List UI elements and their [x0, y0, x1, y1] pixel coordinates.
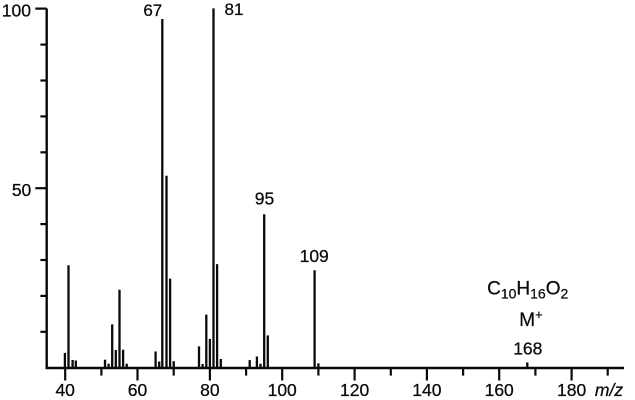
svg-text:81: 81	[225, 0, 244, 19]
svg-text:M+: M+	[519, 307, 542, 331]
svg-text:168: 168	[513, 339, 542, 359]
svg-text:95: 95	[255, 189, 274, 209]
svg-text:100: 100	[268, 380, 297, 400]
svg-text:m/z: m/z	[595, 380, 623, 400]
svg-text:C10H16O2: C10H16O2	[487, 279, 568, 302]
svg-text:100: 100	[2, 0, 31, 20]
svg-text:67: 67	[143, 1, 162, 20]
svg-text:80: 80	[200, 380, 220, 400]
svg-text:109: 109	[300, 246, 329, 266]
svg-text:160: 160	[485, 380, 514, 400]
svg-text:40: 40	[55, 380, 75, 400]
svg-text:60: 60	[128, 380, 148, 400]
svg-text:50: 50	[12, 180, 32, 200]
svg-text:140: 140	[412, 380, 441, 400]
svg-text:180: 180	[557, 380, 586, 400]
svg-text:120: 120	[340, 380, 369, 400]
